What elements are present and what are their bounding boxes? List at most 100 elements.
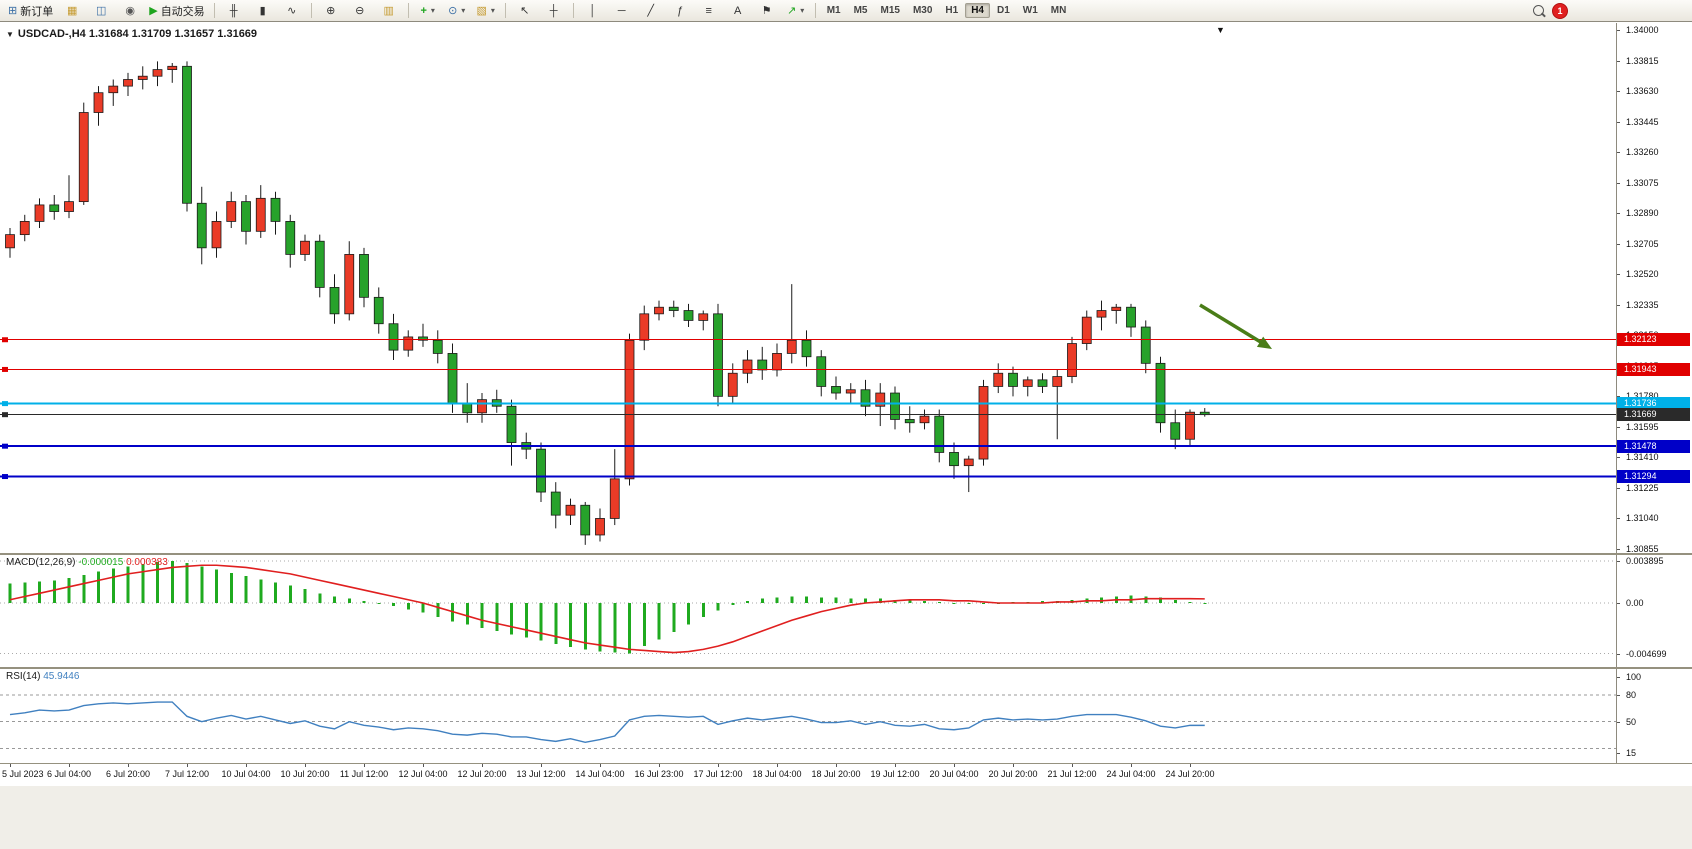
trendline-button[interactable]: ╱ <box>637 1 665 21</box>
timeframe-m30[interactable]: M30 <box>912 5 933 16</box>
time-tick <box>600 763 601 767</box>
time-label: 10 Jul 04:00 <box>221 769 271 779</box>
crosshair-button[interactable]: ┼ <box>540 1 568 21</box>
time-tick <box>1131 763 1132 767</box>
chart-window-button[interactable]: ▦ <box>58 1 86 21</box>
toolbar: ⊞ 新订单 ▦ ◫ ◉ ▶ 自动交易 ╫ ▮ ∿ ⊕ ⊖ ▥ + ▾ ⊙ ▾ ▧ ▾ … <box>0 0 1692 22</box>
axis-tick <box>1616 304 1620 306</box>
fibonacci-button[interactable]: ƒ <box>666 1 694 21</box>
cursor-button[interactable]: ↖ <box>511 1 539 21</box>
axis-tick <box>1616 396 1620 398</box>
templates-button[interactable]: ▧ ▾ <box>472 1 500 21</box>
arrows-icon: ↗ <box>787 4 797 17</box>
crosshair-icon: ┼ <box>549 4 558 17</box>
timeframe-m15[interactable]: M15 <box>880 5 900 16</box>
axis-label: 1.31225 <box>1626 482 1659 493</box>
horizontal-line-button[interactable]: ─ <box>608 1 636 21</box>
axis-label: 1.31595 <box>1626 421 1659 432</box>
timeframe-h4[interactable]: H4 <box>965 3 990 18</box>
price-level-tag: 1.31736 <box>1617 397 1690 411</box>
auto-trading-button[interactable]: ▶ 自动交易 <box>145 1 208 21</box>
support-button[interactable]: ◉ <box>116 1 144 21</box>
timeframe-m5[interactable]: M5 <box>853 5 868 16</box>
chevron-down-icon: ▾ <box>430 6 435 15</box>
price-axis-border <box>1616 23 1617 763</box>
time-tick <box>954 763 955 767</box>
time-label: 17 Jul 12:00 <box>693 769 743 779</box>
profiles-button[interactable]: ◫ <box>87 1 115 21</box>
new-order-label: 新订单 <box>20 5 54 18</box>
indicators-button[interactable]: + ▾ <box>414 1 442 21</box>
candlestick-button[interactable]: ▮ <box>249 1 277 21</box>
periods-button[interactable]: ⊙ ▾ <box>443 1 471 21</box>
bar-chart-button[interactable]: ╫ <box>220 1 248 21</box>
search-icon[interactable] <box>1533 5 1544 16</box>
text-button[interactable]: A <box>724 1 752 21</box>
time-label: 21 Jul 12:00 <box>1047 769 1097 779</box>
time-tick <box>305 763 306 767</box>
new-order-button[interactable]: ⊞ 新订单 <box>4 1 57 21</box>
rsi-name: RSI(14) <box>6 671 41 682</box>
timeframe-h1[interactable]: H1 <box>945 5 959 16</box>
vertical-line-button[interactable]: │ <box>579 1 607 21</box>
line-chart-icon: ∿ <box>287 4 297 17</box>
notification-badge[interactable]: 1 <box>1552 2 1568 19</box>
time-axis-border <box>0 763 1692 764</box>
price-level-tag: 1.31669 <box>1617 408 1690 422</box>
timeframe-mn[interactable]: MN <box>1050 5 1067 16</box>
time-tick <box>482 763 483 767</box>
axis-label: 100 <box>1626 672 1642 682</box>
time-label: 24 Jul 20:00 <box>1165 769 1215 779</box>
time-tick <box>10 763 11 767</box>
price-axis[interactable]: 1.34000 1.33815 1.33630 1.33445 1.33260 1.330… <box>1616 23 1692 786</box>
collapse-icon[interactable]: ▼ <box>6 30 14 39</box>
toolbar-right-group: 1 <box>1533 2 1688 19</box>
axis-label: 1.32520 <box>1626 269 1659 280</box>
time-tick <box>187 763 188 767</box>
main-chart-canvas[interactable] <box>0 23 1616 554</box>
axis-tick <box>1616 518 1620 520</box>
axis-tick <box>1616 30 1620 31</box>
zoom-in-icon: ⊕ <box>326 4 336 17</box>
chart-title: ▼ USDCAD-,H4 1.31684 1.31709 1.31657 1.31… <box>6 28 257 40</box>
symbol-period-label: USDCAD-,H4 <box>17 28 86 40</box>
axis-tick <box>1616 60 1620 62</box>
time-label: 11 Jul 12:00 <box>339 769 389 779</box>
price-level-tag: 1.32123 <box>1617 333 1690 347</box>
window-background <box>0 786 1692 849</box>
timeframe-d1[interactable]: D1 <box>997 5 1010 16</box>
autoscroll-marker-icon[interactable]: ▼ <box>1216 25 1225 35</box>
zoom-in-button[interactable]: ⊕ <box>317 1 345 21</box>
macd-canvas[interactable] <box>0 554 1616 668</box>
rsi-label: RSI(14) 45.9446 <box>6 671 79 682</box>
arrows-button[interactable]: ↗ ▾ <box>782 1 810 21</box>
price-level-tag: 1.31943 <box>1617 362 1690 376</box>
zoom-out-button[interactable]: ⊖ <box>346 1 374 21</box>
axis-label: 1.33815 <box>1626 55 1659 66</box>
timeframe-w1[interactable]: W1 <box>1022 5 1038 16</box>
axis-tick <box>1616 457 1620 459</box>
axis-label: 1.31040 <box>1626 513 1659 524</box>
new-order-icon: ⊞ <box>8 4 18 17</box>
timeframe-m1[interactable]: M1 <box>826 5 841 16</box>
tile-windows-button[interactable]: ▥ <box>375 1 403 21</box>
axis-label: 1.33075 <box>1626 177 1659 188</box>
levels-button[interactable]: ≡ <box>695 1 723 21</box>
toolbar-separator <box>814 3 816 18</box>
auto-trading-icon: ▶ <box>149 4 158 17</box>
time-tick <box>1013 763 1014 767</box>
time-axis[interactable]: 5 Jul 2023 6 Jul 04:00 6 Jul 20:00 7 Jul 12… <box>0 763 1616 786</box>
profiles-icon: ◫ <box>96 4 107 17</box>
auto-trading-label: 自动交易 <box>160 5 205 18</box>
panel-separator[interactable] <box>0 667 1692 669</box>
time-label: 18 Jul 04:00 <box>752 769 802 779</box>
time-label: 7 Jul 12:00 <box>164 769 210 779</box>
rsi-canvas[interactable] <box>0 668 1616 763</box>
toolbar-separator <box>407 3 409 18</box>
panel-separator[interactable] <box>0 553 1692 555</box>
price-level-tag: 1.31478 <box>1617 439 1690 453</box>
text-label-button[interactable]: ⚑ <box>753 1 781 21</box>
text-label-icon: ⚑ <box>761 4 772 17</box>
line-chart-button[interactable]: ∿ <box>278 1 306 21</box>
